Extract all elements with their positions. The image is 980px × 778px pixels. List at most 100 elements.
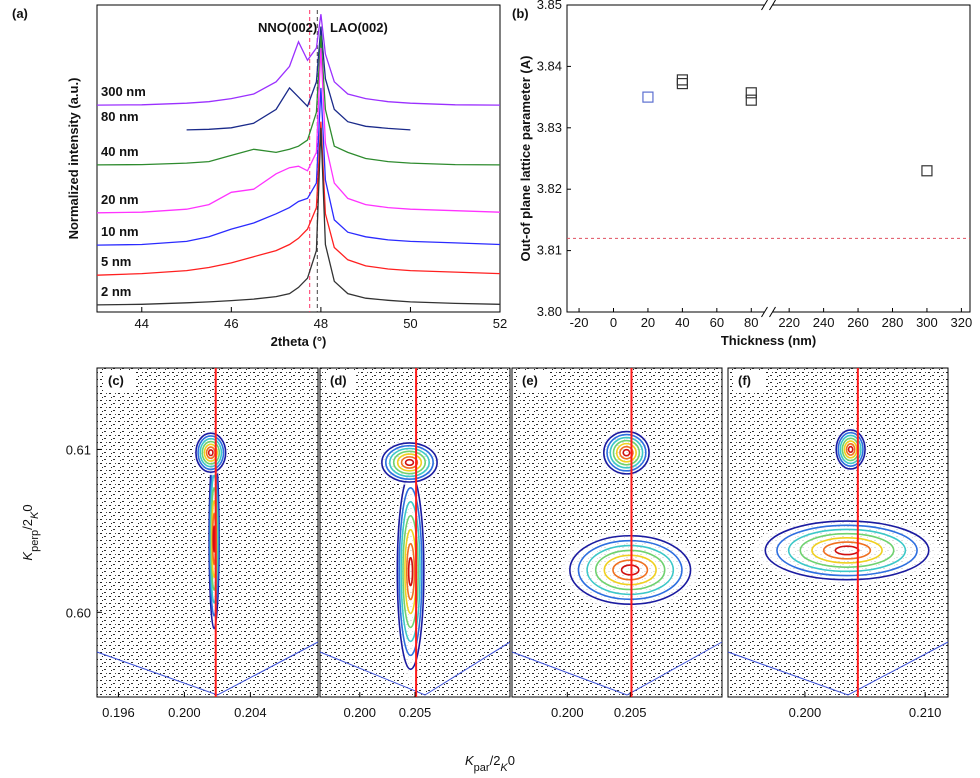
- contour-level: [398, 487, 423, 657]
- x-tick-label: 20: [641, 315, 655, 330]
- x-tick-label: 44: [135, 316, 149, 331]
- contour-level: [609, 436, 644, 469]
- x-tick-label: 240: [813, 315, 835, 330]
- contour-level: [405, 542, 416, 601]
- axis-break-gap: [764, 1, 773, 9]
- contour-level: [843, 440, 858, 459]
- x-tick-label: 0.196: [102, 705, 135, 720]
- contour-level: [845, 443, 856, 456]
- contour-level: [606, 433, 647, 472]
- x-tick-label: 220: [778, 315, 800, 330]
- contour-level: [603, 554, 657, 586]
- x-tick-label: 0.200: [551, 705, 584, 720]
- contour-level: [400, 456, 419, 469]
- x-tick-label: 0.205: [399, 705, 432, 720]
- data-point: [745, 94, 757, 106]
- contour-level: [837, 431, 864, 467]
- data-line: [186, 26, 411, 131]
- y-tick-label: 3.83: [537, 120, 562, 135]
- contour-level: [622, 448, 631, 457]
- contour-halo: [560, 530, 700, 610]
- panel-label-box: [326, 370, 356, 392]
- x-tick-label: 46: [224, 316, 238, 331]
- panel-label: (a): [12, 6, 28, 21]
- axis-label-part: 0: [508, 753, 515, 768]
- ewald-limit: [727, 641, 949, 696]
- x-tick-label: 48: [314, 316, 328, 331]
- plot-frame: [566, 4, 971, 313]
- contour-level: [776, 524, 918, 577]
- data-point: [921, 165, 933, 177]
- axis-label: Kpar/2K0: [465, 753, 515, 774]
- y-tick-label: 3.80: [537, 304, 562, 319]
- contour-level: [612, 559, 649, 581]
- axis-label-part: perp: [29, 530, 41, 552]
- contour-level: [594, 549, 666, 591]
- axis-label-part: K: [465, 753, 475, 768]
- x-tick-label: 40: [675, 315, 689, 330]
- axis-label: Kperp/2K0: [20, 504, 41, 560]
- contour-level: [199, 437, 223, 468]
- contour-level: [615, 442, 637, 463]
- x-axis-label: 2theta (°): [271, 334, 327, 349]
- contour-level: [203, 443, 218, 462]
- x-axis-label: Thickness (nm): [721, 333, 816, 348]
- panel-label: (f): [738, 373, 751, 388]
- data-point: [676, 77, 688, 90]
- contour-level: [620, 564, 640, 576]
- contour-level: [385, 444, 434, 481]
- contour-level: [201, 440, 221, 465]
- axis-break: [769, 0, 776, 11]
- panel-label-box: [518, 370, 548, 392]
- contour-level: [392, 450, 427, 475]
- series-label: 300 nm: [101, 84, 146, 99]
- axis-break: [769, 306, 776, 318]
- x-tick-label: 50: [403, 316, 417, 331]
- data-line: [96, 14, 501, 106]
- x-tick-label: 300: [916, 315, 938, 330]
- contour-level: [841, 437, 860, 462]
- contour-level: [577, 539, 683, 601]
- contour-level: [787, 528, 907, 573]
- panel-label-box: [104, 370, 134, 392]
- data-point: [676, 74, 688, 86]
- y-tick-label: 3.84: [537, 58, 562, 73]
- ewald-limit: [319, 641, 511, 696]
- contour-halo: [753, 516, 942, 585]
- x-tick-label: -20: [570, 315, 589, 330]
- series-label: 2 nm: [101, 284, 131, 299]
- x-tick-label: 280: [882, 315, 904, 330]
- panel-label: (c): [108, 373, 124, 388]
- data-line: [96, 47, 501, 214]
- contour-level: [839, 434, 862, 465]
- contour-level: [197, 435, 225, 471]
- data-point: [642, 91, 654, 103]
- contour-level: [195, 432, 227, 474]
- contour-level: [847, 445, 854, 454]
- contour-level: [407, 556, 414, 587]
- y-tick-label: 0.61: [66, 442, 91, 457]
- contour-level: [381, 442, 438, 483]
- contour-level: [835, 429, 866, 470]
- contour-level: [388, 447, 431, 478]
- x-tick-label: 0.200: [168, 705, 201, 720]
- data-point: [745, 87, 757, 99]
- data-line: [96, 87, 501, 246]
- series-label: 5 nm: [101, 254, 131, 269]
- panel-label: (b): [512, 6, 529, 21]
- map-background: [96, 367, 319, 698]
- series-label: 20 nm: [101, 192, 139, 207]
- x-tick-label: 52: [493, 316, 507, 331]
- axis-break: [761, 306, 768, 318]
- data-line: [96, 121, 501, 276]
- annotation: LAO(002): [330, 20, 388, 35]
- axis-label-part: /2: [20, 519, 35, 530]
- axis-label-part: 0: [20, 504, 35, 511]
- contour-level: [586, 544, 675, 596]
- x-tick-label: 0.200: [789, 705, 822, 720]
- panel-label: (d): [330, 373, 347, 388]
- contour-level: [811, 537, 883, 564]
- x-tick-label: 0.205: [614, 705, 647, 720]
- contour-level: [764, 520, 930, 581]
